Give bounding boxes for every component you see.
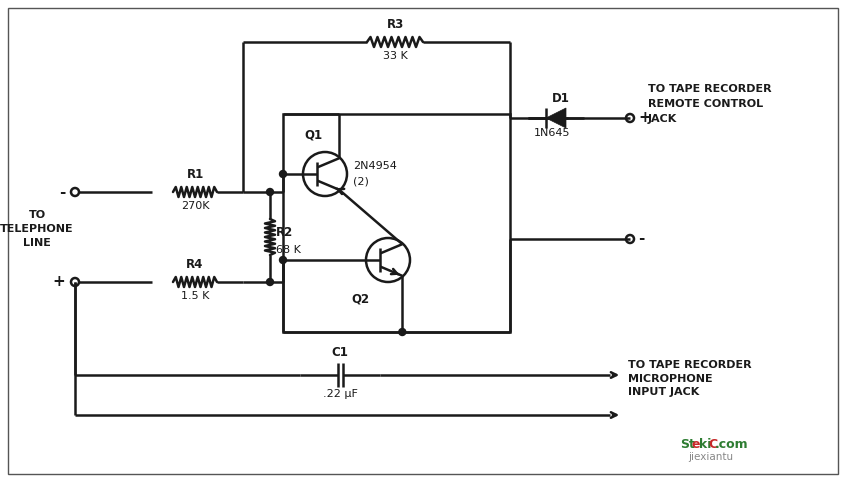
Text: +: + [52, 275, 65, 290]
Text: e: e [692, 438, 700, 451]
Text: jiexiantu: jiexiantu [688, 452, 733, 462]
Polygon shape [546, 108, 566, 128]
Text: MICROPHONE: MICROPHONE [628, 374, 712, 384]
Text: -: - [58, 185, 65, 200]
Text: -: - [638, 231, 645, 246]
Text: TO TAPE RECORDER: TO TAPE RECORDER [648, 84, 772, 94]
Text: St: St [680, 438, 695, 451]
Text: TO TAPE RECORDER: TO TAPE RECORDER [628, 360, 751, 370]
Circle shape [266, 188, 273, 196]
Text: 1.5 K: 1.5 K [181, 291, 209, 301]
Text: C1: C1 [332, 346, 349, 359]
Text: TELEPHONE: TELEPHONE [0, 224, 74, 234]
Text: 68 K: 68 K [276, 245, 301, 255]
Text: 33 K: 33 K [382, 51, 408, 61]
Text: .22 μF: .22 μF [322, 389, 358, 399]
Text: D1: D1 [552, 92, 570, 105]
Text: C: C [708, 438, 717, 451]
Bar [283, 114, 510, 332]
Text: R2: R2 [276, 226, 294, 239]
Text: Q2: Q2 [351, 292, 369, 305]
Circle shape [266, 279, 273, 285]
Text: Q1: Q1 [304, 129, 322, 142]
Text: JACK: JACK [648, 114, 678, 124]
Text: 1N645: 1N645 [534, 128, 570, 138]
Text: R4: R4 [186, 258, 204, 271]
Text: ki: ki [699, 438, 711, 451]
Circle shape [279, 171, 287, 177]
Text: TO: TO [29, 210, 46, 220]
Text: .com: .com [715, 438, 749, 451]
Text: REMOTE CONTROL: REMOTE CONTROL [648, 99, 763, 109]
Circle shape [398, 329, 406, 335]
Text: +: + [638, 110, 651, 125]
Text: R3: R3 [387, 18, 404, 31]
Text: R1: R1 [186, 168, 204, 181]
Text: 2N4954: 2N4954 [353, 161, 397, 171]
Text: (2): (2) [353, 177, 369, 187]
Text: 270K: 270K [181, 201, 209, 211]
Text: LINE: LINE [23, 238, 51, 248]
Circle shape [279, 256, 287, 264]
Text: INPUT JACK: INPUT JACK [628, 387, 700, 397]
